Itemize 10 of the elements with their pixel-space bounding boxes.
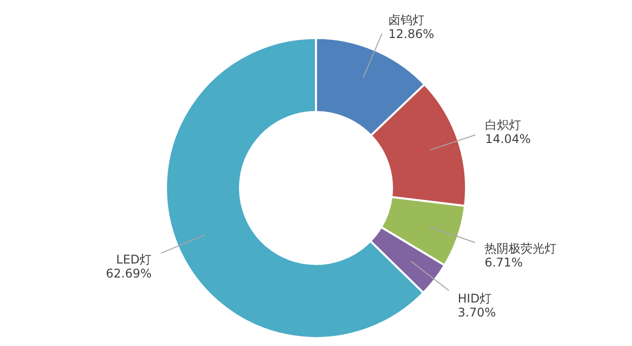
slice-label: LED灯: [116, 252, 152, 267]
data-label: 12.86%: [388, 27, 434, 42]
data-label: 3.70%: [458, 305, 496, 320]
slice-label: 白炽灯: [485, 118, 522, 132]
slice-label: 卤钨灯: [388, 13, 424, 28]
data-label: 6.71%: [484, 255, 523, 270]
slice-label: 热阴极荧光灯: [484, 241, 557, 256]
data-label: 14.04%: [485, 132, 531, 146]
data-label: 62.69%: [106, 266, 152, 281]
slice-label: HID灯: [458, 291, 492, 306]
